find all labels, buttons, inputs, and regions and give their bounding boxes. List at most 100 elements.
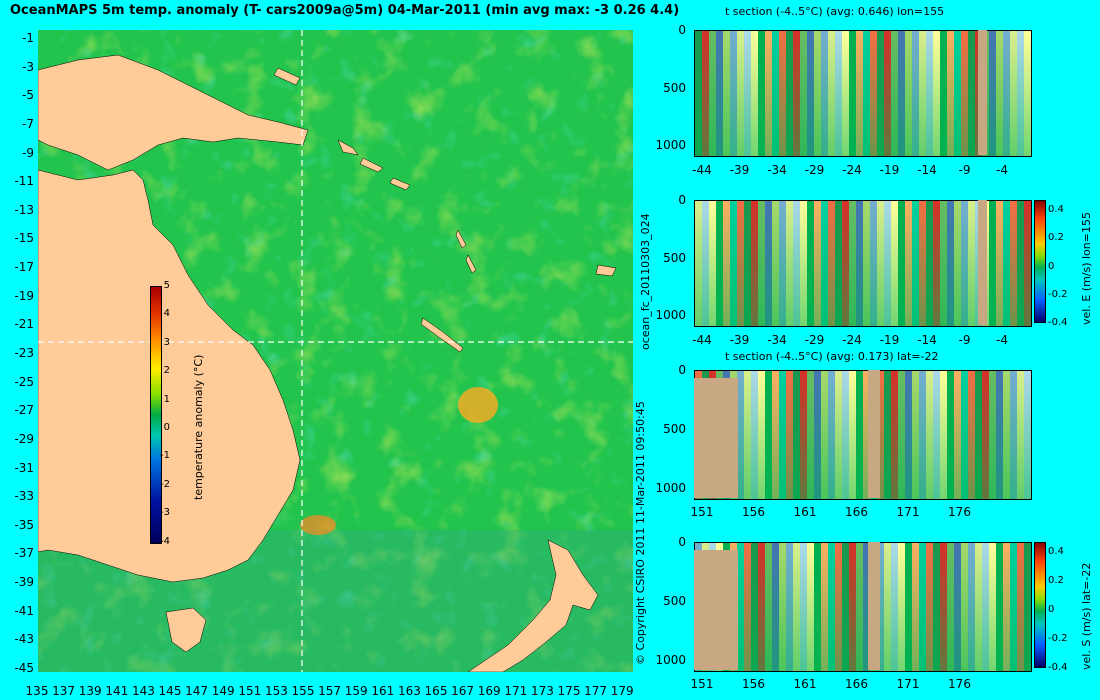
velocity-colorbar-tick-label: -0.2 [1048, 633, 1068, 644]
lon-tick-label: 175 [557, 684, 581, 698]
lat-tick-label: -19 [14, 288, 34, 303]
depth-tick-label: 0 [678, 193, 686, 207]
depth-tick-label: 1000 [655, 138, 686, 152]
section-land-mask [978, 200, 987, 325]
new-zealand-land [467, 539, 599, 673]
section-x-tick-label: 156 [742, 677, 765, 691]
depth-tick-label: 500 [663, 594, 686, 608]
warm-eddy [458, 387, 498, 423]
tasmania-land [165, 607, 207, 653]
lon-tick-label: 141 [105, 684, 129, 698]
lat-tick-label: -13 [14, 202, 34, 217]
lat-tick-label: -1 [22, 31, 34, 45]
section-x-tick-label: 166 [845, 505, 868, 519]
section-x-tick-label: -24 [842, 333, 862, 347]
velocity-colorbar-tick-label: -0.4 [1048, 662, 1068, 673]
velocity-colorbar-tick-label: 0.4 [1048, 204, 1064, 215]
lon-tick-label: 179 [610, 684, 634, 698]
section-x-tick-label: -4 [996, 333, 1008, 347]
section-x-tick-label: -24 [842, 163, 862, 177]
velocity-colorbar-tick-label: 0.4 [1048, 546, 1064, 557]
depth-tick-label: 1000 [655, 308, 686, 322]
lat-tick-label: -25 [14, 374, 34, 389]
section-land-mask [868, 542, 880, 670]
section-x-tick-label: 166 [845, 677, 868, 691]
velocity-colorbar-tick-label: -0.4 [1048, 317, 1068, 328]
lon-tick-label: 145 [158, 684, 182, 698]
section-x-tick-label: -14 [917, 163, 937, 177]
depth-tick-label: 500 [663, 422, 686, 436]
lat-tick-label: -21 [14, 317, 34, 332]
lon-tick-label: 167 [451, 684, 475, 698]
section-land-mask [694, 378, 738, 498]
lat-tick-label: -35 [14, 517, 34, 532]
section-x-tick-label: 151 [690, 505, 714, 519]
section-x-tick-label: -9 [958, 163, 971, 177]
warm-eddy [300, 515, 336, 535]
section-x-tick-label: -44 [692, 163, 712, 177]
lat-tick-label: -43 [14, 632, 34, 647]
lat-tick-label: -5 [22, 88, 34, 103]
section-x-tick-label: -19 [879, 163, 900, 177]
bougainville-land [273, 67, 301, 86]
colorbar-tick-label: -2 [160, 478, 170, 490]
colorbar-label: temperature anomaly (°C) [192, 354, 205, 500]
lon-tick-label: 159 [344, 684, 368, 698]
lat-tick-label: -39 [14, 575, 34, 590]
section-land-mask [978, 30, 987, 155]
lat-tick-label: -41 [14, 603, 34, 618]
velocity-colorbar [1034, 542, 1046, 668]
section-x-tick-label: 176 [948, 677, 971, 691]
fiji-islands-land [595, 264, 617, 277]
lat-tick-label: -27 [14, 403, 34, 418]
lon-tick-label: 171 [504, 684, 528, 698]
lat-tick-label: -11 [14, 174, 34, 189]
depth-tick-label: 1000 [655, 481, 686, 495]
section-panel-title: t section (-4..5°C) (avg: 0.646) lon=155 [725, 5, 945, 18]
colorbar-tick-label: 1 [163, 393, 170, 405]
section-x-tick-label: -39 [729, 163, 750, 177]
section-panel-plot [694, 370, 1032, 500]
lat-tick-label: -31 [14, 460, 34, 475]
lat-tick-label: -3 [22, 59, 34, 74]
velocity-colorbar [1034, 200, 1046, 323]
lon-tick-label: 169 [477, 684, 501, 698]
lat-tick-label: -37 [14, 546, 34, 561]
velocity-colorbar-label: vel. E (m/s) lon=155 [1080, 212, 1093, 325]
section-x-tick-label: -44 [692, 333, 712, 347]
lat-tick-label: -7 [22, 116, 34, 131]
solomon-islands-land [337, 139, 411, 191]
temperature-anomaly-map: 5 4 3 2 1 0 -1 -2 -3 -4 temperature anomaly (°C) [37, 30, 633, 673]
lon-tick-label: 153 [264, 684, 288, 698]
temperature-colorbar [150, 286, 162, 544]
lon-tick-label: 157 [318, 684, 342, 698]
section-x-tick-label: 161 [793, 677, 817, 691]
lat-tick-label: -29 [14, 431, 34, 446]
new-caledonia-land [420, 317, 464, 353]
run-id-label: ocean_fc_20110303_024 [639, 213, 652, 350]
lon-tick-label: 161 [371, 684, 395, 698]
lon-tick-label: 165 [424, 684, 448, 698]
section-x-tick-label: 156 [742, 505, 765, 519]
colorbar-tick-label: 0 [163, 422, 170, 433]
colorbar-tick-label: 5 [163, 280, 170, 291]
lon-tick-label: 147 [185, 684, 209, 698]
section-panel-plot [694, 200, 1032, 327]
new-guinea-land [37, 54, 309, 171]
colorbar-tick-label: -3 [160, 507, 170, 519]
lat-tick-label: -15 [14, 231, 34, 246]
lat-tick-label: -17 [14, 260, 34, 275]
depth-tick-label: 1000 [655, 653, 686, 667]
section-x-tick-label: 151 [690, 677, 714, 691]
lon-tick-label: 177 [584, 684, 608, 698]
section-x-tick-label: 171 [896, 677, 920, 691]
velocity-colorbar-tick-label: 0.2 [1048, 575, 1064, 586]
vanuatu-islands-land [455, 229, 477, 274]
section-land-mask [868, 370, 880, 498]
lon-tick-label: 143 [131, 684, 155, 698]
section-x-tick-label: -29 [804, 163, 825, 177]
depth-tick-label: 0 [678, 363, 686, 377]
australia-land [37, 169, 301, 583]
depth-tick-label: 500 [663, 80, 686, 95]
lon-tick-label: 135 [25, 684, 49, 698]
